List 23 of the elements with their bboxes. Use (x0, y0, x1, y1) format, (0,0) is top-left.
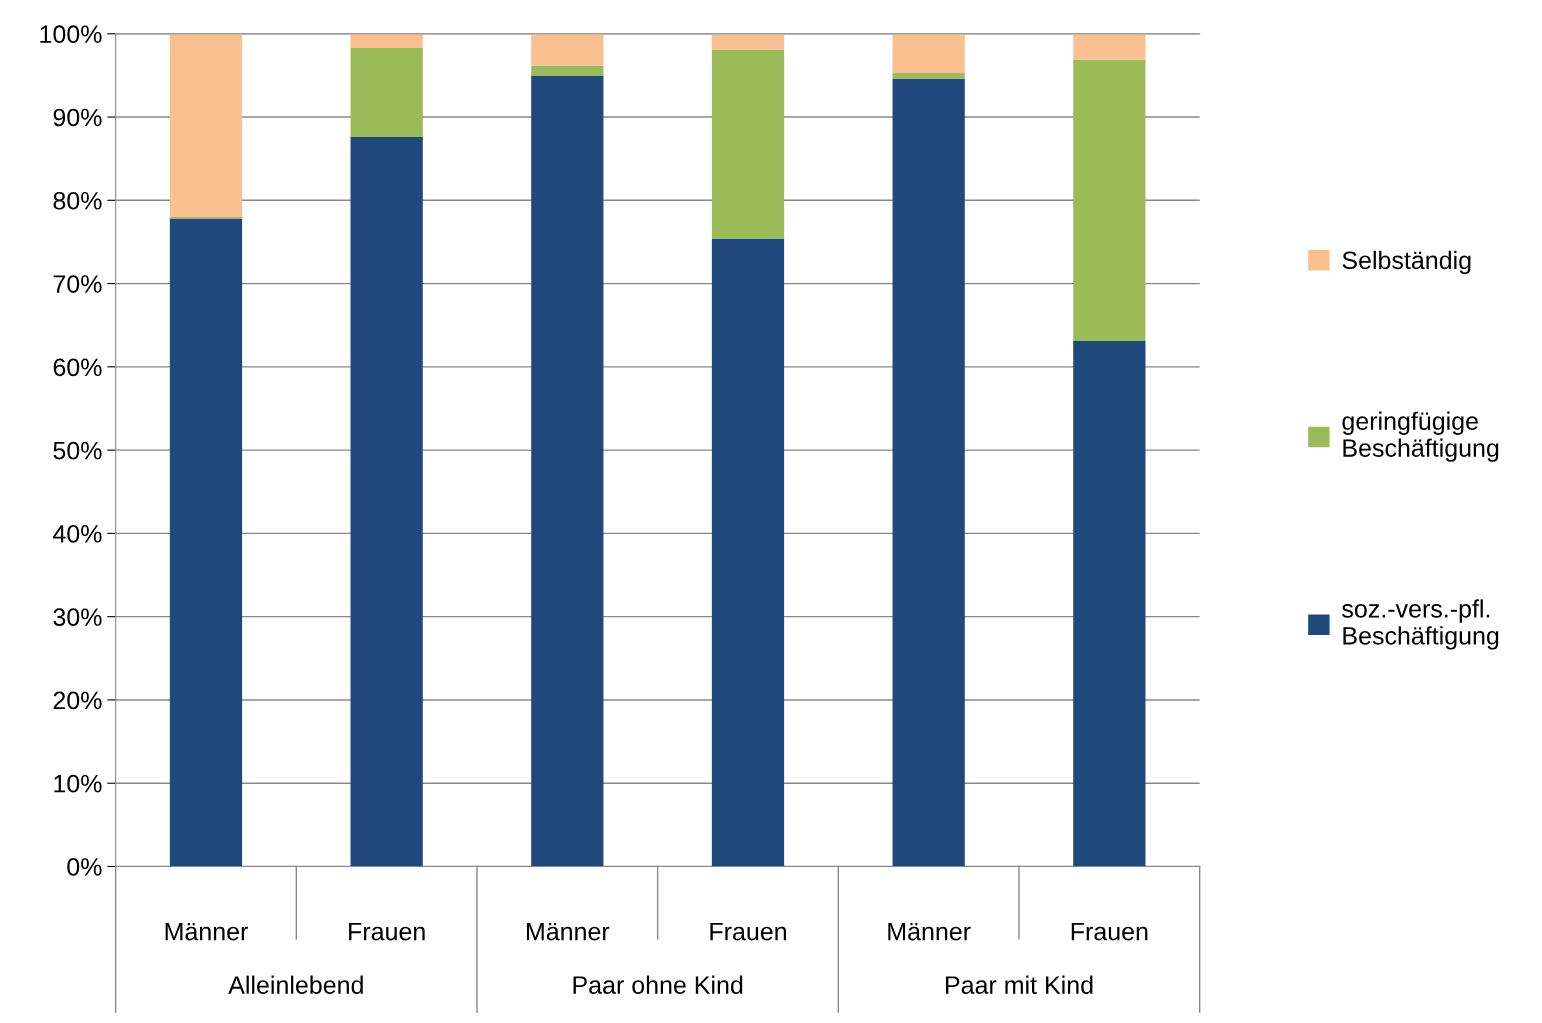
legend-label: geringfügige Beschäftigung (1342, 411, 1499, 462)
y-tick-label: 20% (53, 691, 102, 710)
y-tick-label: 90% (53, 108, 102, 127)
x-tick-label: Frauen (1071, 922, 1148, 941)
x-tick-label: Frauen (710, 922, 786, 941)
text: Paar ohne Kind (573, 975, 743, 994)
y-tick-label: 50% (53, 441, 102, 460)
y-tick-label: 10% (54, 774, 102, 793)
text: Alleinlebend (228, 975, 363, 994)
legend-label: Selbständig (1342, 250, 1471, 275)
x-tick-label: Männer (527, 922, 610, 941)
x-tick-label: Männer (888, 922, 971, 941)
y-tick-label: 70% (53, 275, 102, 293)
y-tick-label: 100% (40, 25, 102, 44)
y-tick-label: 60% (53, 358, 102, 377)
text: Paar mit Kind (946, 975, 1093, 994)
y-tick-label: 30% (53, 608, 102, 626)
y-tick-label: 80% (53, 191, 102, 210)
x-tick-label: Männer (165, 922, 248, 941)
y-tick-label: 0% (67, 858, 102, 876)
y-tick-label: 40% (52, 524, 102, 543)
legend-label: soz.-vers.-pfl. Beschäftigung (1342, 599, 1499, 650)
x-tick-label: Frauen (349, 922, 425, 941)
